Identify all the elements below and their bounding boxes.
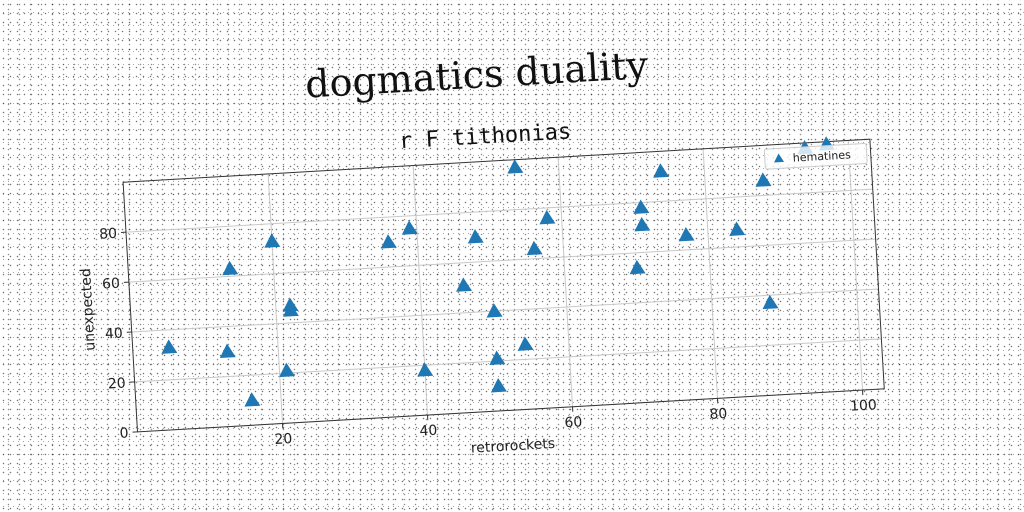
x-tick-label: 40 [419, 423, 438, 440]
data-point [244, 392, 261, 407]
data-point [762, 294, 779, 310]
x-gridline [557, 157, 574, 407]
data-point [264, 233, 281, 248]
data-point [467, 229, 484, 244]
data-point [678, 226, 695, 242]
data-point [755, 172, 772, 187]
data-point [161, 339, 178, 354]
x-tick-label: 20 [274, 431, 293, 448]
data-point [401, 220, 418, 235]
y-tick-label: 0 [119, 425, 129, 441]
data-point [526, 240, 543, 256]
data-point [456, 277, 472, 292]
y-gridline [134, 338, 882, 383]
data-point [633, 199, 650, 214]
data-point [282, 302, 299, 317]
data-point [507, 159, 524, 174]
data-point [729, 221, 746, 236]
y-gridline [128, 238, 876, 283]
data-point [489, 350, 506, 365]
data-point [634, 216, 651, 232]
y-gridline [125, 188, 873, 233]
data-point [490, 378, 507, 393]
data-point [653, 163, 670, 178]
x-gridline [847, 140, 864, 391]
chart-title: dogmatics duality [304, 43, 649, 107]
y-axis-label: unexpected [78, 268, 99, 351]
x-gridline [412, 165, 429, 416]
data-point [417, 362, 434, 377]
x-gridline [267, 173, 284, 424]
x-axis-label: retrorockets [470, 436, 555, 457]
data-point [517, 336, 534, 351]
plot-area: 20 40 60 80 100 0 20 40 60 80 retrorockets unexpect… [78, 136, 885, 457]
x-tick-label: 60 [564, 414, 583, 431]
y-tick-label: 80 [99, 226, 118, 243]
data-point [219, 343, 236, 358]
chart-subtitle: r F tithonias [398, 119, 571, 154]
data-point [279, 362, 296, 378]
plot-frame [122, 138, 885, 433]
x-tick-label: 80 [709, 406, 728, 423]
legend-marker [774, 153, 785, 163]
data-point [539, 209, 556, 225]
y-tick-label: 40 [105, 326, 124, 343]
data-point [629, 259, 646, 275]
y-tick-label: 20 [107, 375, 126, 392]
x-gridline [702, 148, 719, 399]
data-point [486, 303, 503, 318]
y-tick-label: 60 [102, 276, 121, 293]
legend-label: hematines [792, 148, 851, 164]
data-point [380, 234, 397, 249]
x-tick-label: 100 [850, 397, 878, 415]
y-gridline [131, 288, 879, 333]
legend-box [763, 143, 868, 170]
data-point [222, 260, 239, 276]
